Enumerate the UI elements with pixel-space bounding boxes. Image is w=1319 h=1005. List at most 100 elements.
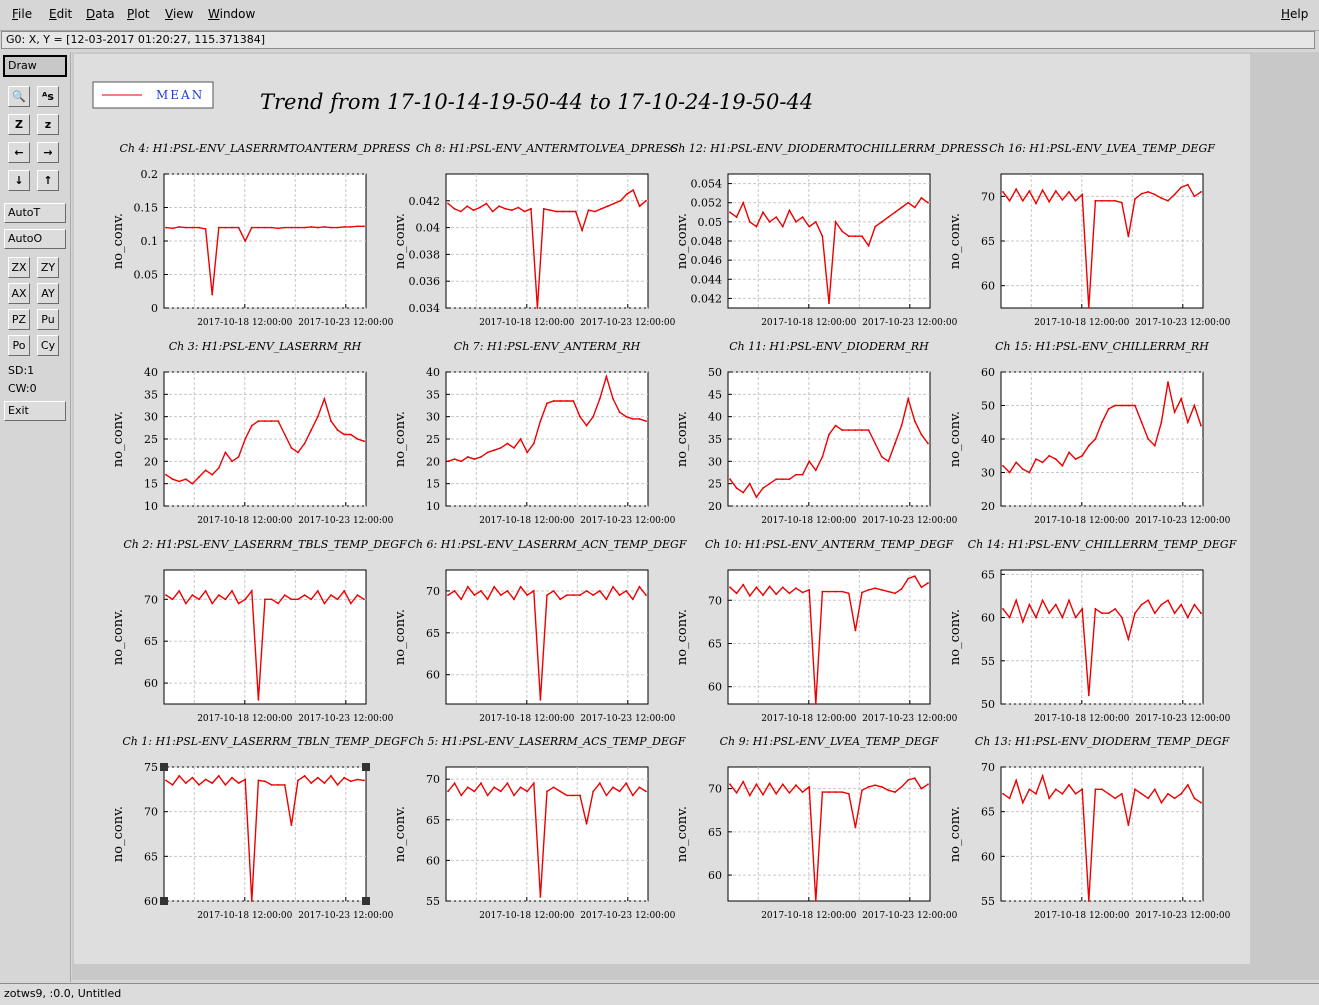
exit-button[interactable]: Exit (4, 401, 66, 421)
data-point (323, 782, 326, 784)
data-point (349, 226, 352, 228)
menu-item[interactable]: Window (208, 7, 255, 21)
data-point (1160, 197, 1163, 200)
chart-title: Ch 8: H1:PSL-ENV_ANTERMTOLVEA_DPRESS (416, 142, 679, 155)
menu-bar: File Edit Data Plot View Window Help (0, 0, 1319, 31)
data-point (907, 397, 910, 400)
data-point (356, 225, 359, 228)
chart-title: Ch 5: H1:PSL-ENV_LASERRM_ACS_TEMP_DEGF (409, 735, 686, 748)
data-point (1094, 199, 1097, 202)
y-tick-label: 35 (708, 433, 722, 446)
data-point (1041, 461, 1044, 464)
data-point (1028, 471, 1031, 474)
text-size-icon[interactable]: ᴬs (37, 86, 59, 107)
data-point (1094, 608, 1097, 610)
data-point (1002, 608, 1004, 610)
arrow-down-icon[interactable]: ↓ (8, 170, 30, 191)
data-point (1068, 191, 1070, 193)
data-point (250, 900, 253, 902)
data-point (211, 293, 214, 296)
data-point (244, 438, 247, 440)
y-tick-label: 50 (708, 366, 722, 379)
toolbar-zx-button[interactable]: ZX (8, 257, 30, 278)
selection-handle[interactable] (160, 763, 168, 771)
selection-handle[interactable] (362, 897, 370, 905)
data-point (517, 206, 520, 209)
data-point (1167, 599, 1169, 602)
plot-svg: MEAN Trend from 17-10-14-19-50-44 to 17-… (92, 81, 1237, 921)
data-point (290, 226, 293, 229)
zoom-z-bold-icon[interactable]: Z (8, 114, 30, 135)
data-point (171, 598, 174, 601)
menu-help[interactable]: Help (1281, 7, 1309, 21)
menu-mnemonic: P (127, 7, 135, 21)
y-tick-label: 60 (426, 669, 440, 682)
data-point (316, 776, 319, 779)
x-tick-label: 2017-10-23 12:00:00 (1135, 318, 1230, 328)
menu-item[interactable]: Data (86, 7, 115, 21)
y-axis-label: no_conv. (675, 411, 690, 467)
x-tick-label: 2017-10-23 12:00:00 (580, 714, 675, 724)
data-point (1087, 694, 1090, 697)
toolbar-po-button[interactable]: Po (8, 335, 30, 356)
data-point (1002, 464, 1004, 467)
data-point (1028, 788, 1031, 791)
toolbar-ay-button[interactable]: AY (37, 283, 59, 304)
data-point (546, 790, 548, 793)
data-point (1173, 193, 1176, 196)
y-tick-label: 35 (426, 388, 440, 401)
data-point (237, 456, 240, 458)
data-point (363, 598, 365, 601)
arrow-up-icon[interactable]: ↑ (37, 170, 59, 191)
toolbar-zy-button[interactable]: ZY (37, 257, 59, 278)
selection-handle[interactable] (160, 897, 168, 905)
y-tick-label: 0.038 (409, 248, 441, 261)
y-tick-label: 0.034 (409, 302, 441, 315)
y-tick-label: 0.15 (134, 202, 159, 215)
data-point (539, 896, 542, 898)
data-point (1041, 189, 1044, 192)
zoom-z-icon[interactable]: z (37, 114, 59, 135)
data-point (632, 189, 635, 192)
menu-item[interactable]: Plot (127, 7, 150, 21)
data-point (506, 590, 509, 592)
data-point (920, 787, 923, 790)
arrow-right-icon[interactable]: → (37, 142, 59, 163)
data-point (237, 226, 240, 229)
toolbar-pz-button[interactable]: PZ (8, 309, 30, 330)
data-point (224, 451, 227, 454)
data-point (310, 598, 313, 601)
y-tick-label: 65 (981, 235, 995, 248)
toolbar-ax-button[interactable]: AX (8, 283, 30, 304)
data-point (1160, 603, 1163, 606)
y-axis-label: no_conv. (675, 806, 690, 862)
autoo-button[interactable]: AutoO (4, 229, 66, 249)
data-point (900, 424, 903, 427)
draw-button[interactable]: Draw (3, 55, 67, 77)
chart-frame (445, 766, 649, 902)
data-point (1160, 801, 1163, 804)
data-point (828, 433, 830, 436)
chart-title: Ch 3: H1:PSL-ENV_LASERRM_RH (169, 340, 362, 353)
data-point (748, 794, 751, 797)
arrow-left-icon[interactable]: ← (8, 142, 30, 163)
menu-item[interactable]: Edit (49, 7, 72, 21)
autot-button[interactable]: AutoT (4, 203, 66, 223)
menu-item[interactable]: View (165, 7, 193, 21)
data-point (523, 210, 526, 213)
selection-handle[interactable] (362, 763, 370, 771)
x-tick-label: 2017-10-18 12:00:00 (1034, 516, 1129, 526)
y-tick-label: 0.042 (691, 292, 723, 305)
data-point (612, 585, 614, 588)
data-point (1101, 421, 1103, 424)
toolbar-pu-button[interactable]: Pu (37, 309, 59, 330)
data-point (546, 594, 548, 596)
toolbar-cy-button[interactable]: Cy (37, 335, 59, 356)
menu-item[interactable]: File (12, 7, 32, 21)
data-point (742, 780, 745, 783)
data-point (356, 594, 359, 596)
data-point (542, 207, 545, 210)
zoom-icon[interactable]: 🔍 (8, 86, 30, 107)
data-point (480, 456, 482, 458)
data-point (795, 784, 797, 787)
